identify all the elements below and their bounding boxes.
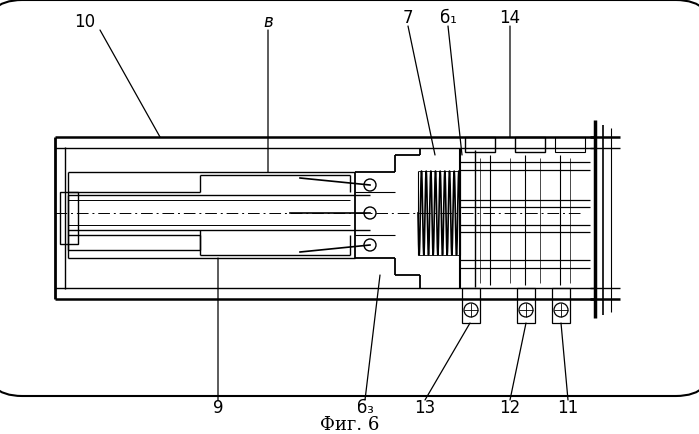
Text: 11: 11 [557, 399, 579, 417]
Text: б₃: б₃ [356, 399, 373, 417]
Bar [555, 137, 585, 152]
Text: 14: 14 [500, 9, 521, 27]
Text: б₁: б₁ [440, 9, 456, 27]
Bar [552, 288, 570, 323]
Bar [517, 288, 535, 323]
Bar [462, 288, 480, 323]
Bar [60, 192, 78, 244]
FancyBboxPatch shape [0, 0, 699, 396]
Text: 13: 13 [415, 399, 435, 417]
Text: 7: 7 [403, 9, 413, 27]
Bar [515, 137, 545, 152]
Bar [465, 137, 495, 152]
Text: Фиг. 6: Фиг. 6 [320, 416, 379, 434]
Text: в: в [263, 13, 273, 31]
Text: 12: 12 [499, 399, 521, 417]
Text: 10: 10 [74, 13, 96, 31]
Text: 9: 9 [212, 399, 223, 417]
